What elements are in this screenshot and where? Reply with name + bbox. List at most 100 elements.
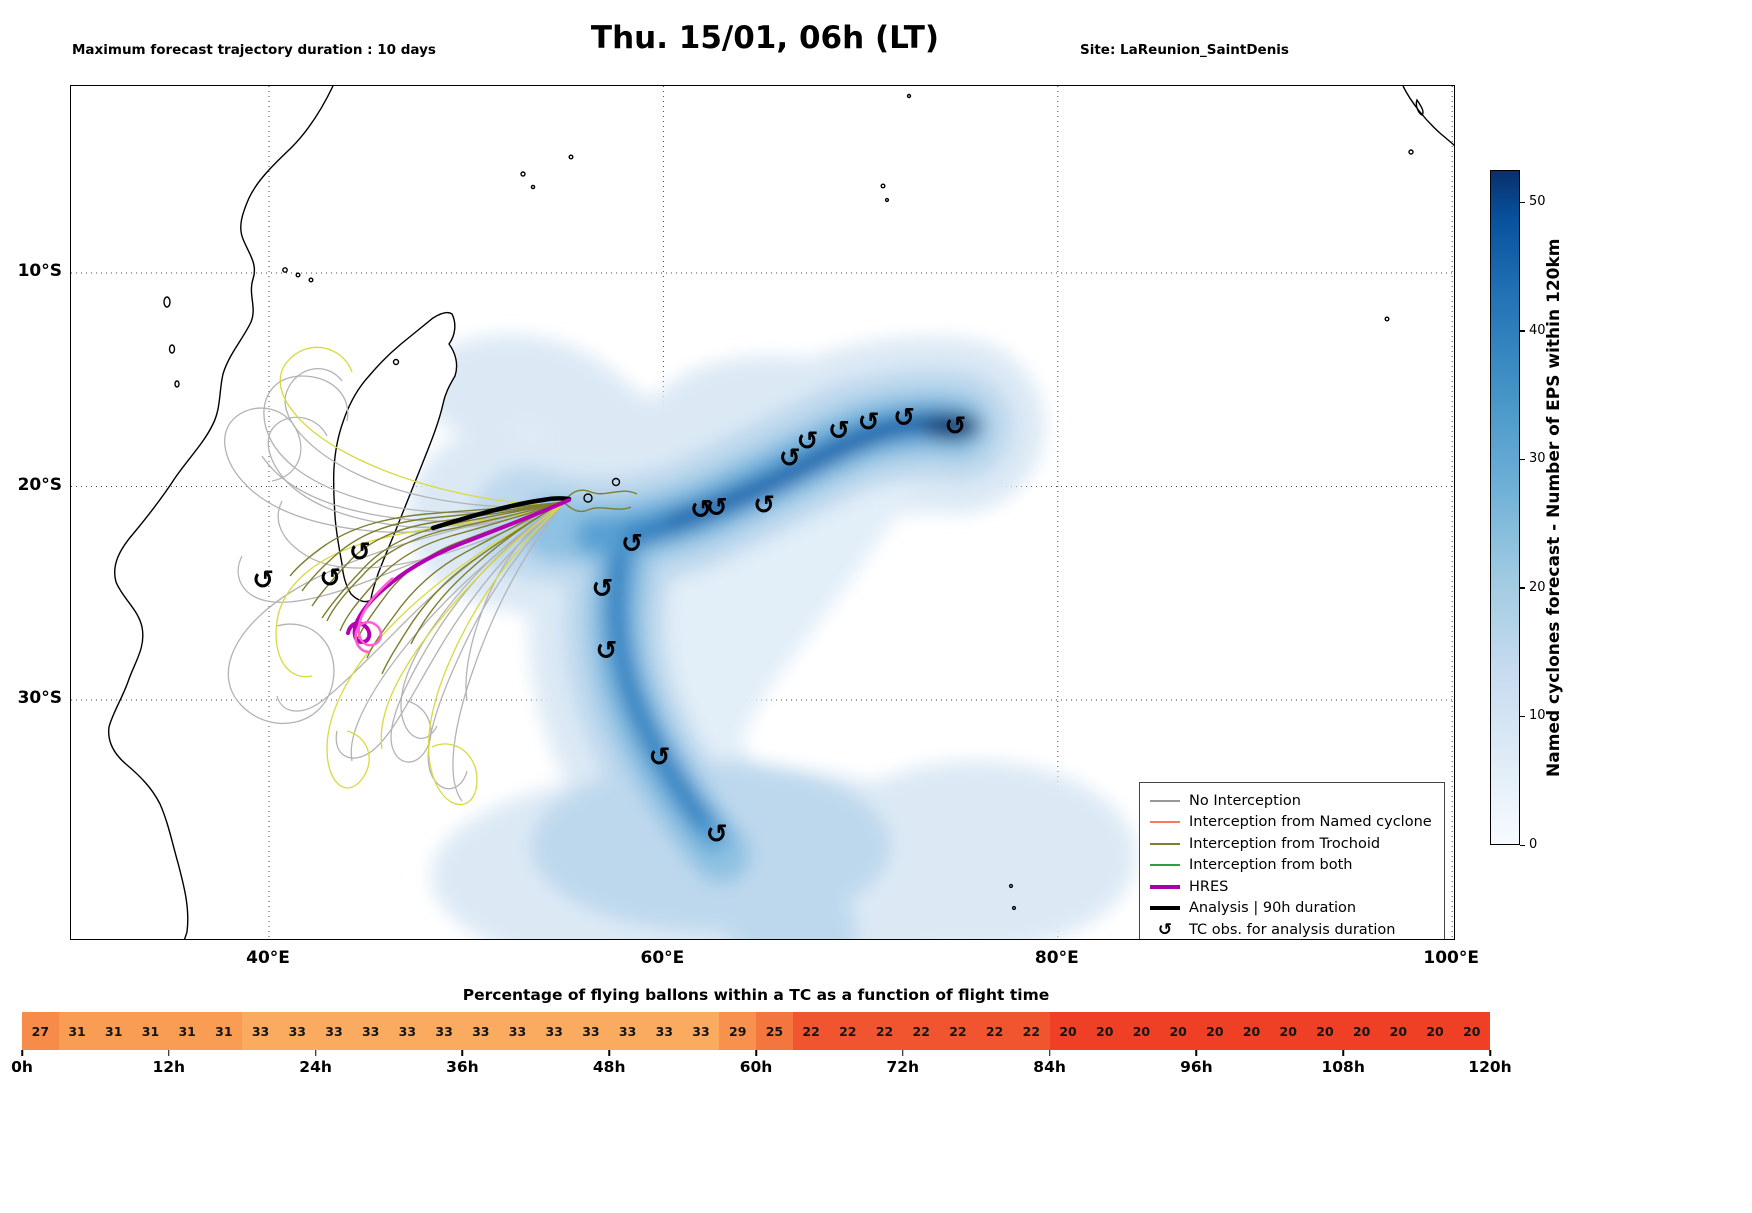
flight-bar-cell: 33 xyxy=(499,1012,536,1050)
flight-bar-cell: 22 xyxy=(1012,1012,1050,1050)
sumatra-offshore-island xyxy=(1415,98,1424,116)
flight-bar-cell: 20 xyxy=(1233,1012,1270,1050)
legend-line-sample xyxy=(1150,864,1180,867)
analysis-track-line xyxy=(430,496,572,531)
flight-bar-cell: 27 xyxy=(22,1012,59,1050)
tc-observation-marker: ↺ xyxy=(706,820,728,850)
legend-item: ↺ TC obs. for analysis duration xyxy=(1150,919,1434,940)
legend-line-sample xyxy=(1150,842,1180,845)
flight-bar-cell: 31 xyxy=(58,1012,96,1050)
comoros-island xyxy=(282,267,288,273)
tc-observation-marker: ↺ xyxy=(690,495,712,525)
legend-label: No Interception xyxy=(1189,792,1301,809)
flight-bar-cell: 33 xyxy=(572,1012,610,1050)
legend-label: Interception from Trochoid xyxy=(1189,835,1381,852)
seychelles-island xyxy=(520,171,526,177)
time-tick-mark xyxy=(1342,1050,1344,1056)
time-tick-label: 48h xyxy=(592,1058,626,1076)
site-text: Site: LaReunion_SaintDenis xyxy=(1080,42,1289,58)
colorbar-tick-mark xyxy=(1520,587,1525,589)
sumatra-coastline xyxy=(1402,86,1454,147)
legend-rows: No Interception Interception from Named c… xyxy=(1150,790,1434,940)
flight-bar-cell: 22 xyxy=(829,1012,867,1050)
legend-label: TC obs. for analysis duration xyxy=(1189,921,1396,938)
colorbar-tick-mark xyxy=(1520,330,1525,332)
time-tick-label: 24h xyxy=(299,1058,332,1076)
time-tick-mark xyxy=(1489,1050,1491,1056)
flight-bar-cell: 20 xyxy=(1269,1012,1307,1050)
legend-item: Interception from Named cyclone xyxy=(1150,812,1434,834)
colorbar-tick-label: 40 xyxy=(1529,322,1546,338)
tc-observation-marker: ↺ xyxy=(796,427,818,457)
max-duration-text: Maximum forecast trajectory duration : 1… xyxy=(72,42,436,58)
flight-bar-cell: 20 xyxy=(1123,1012,1160,1050)
flight-bar-cell: 31 xyxy=(168,1012,206,1050)
map-canvas: ↺↺↺↺↺↺↺↺↺↺↺↺↺↺↺↺↺ xyxy=(71,86,1454,939)
time-tick-label: 96h xyxy=(1180,1058,1213,1076)
flight-bar-cell: 31 xyxy=(205,1012,243,1050)
flight-bar-cell: 20 xyxy=(1306,1012,1344,1050)
flight-bar-cell: 33 xyxy=(278,1012,316,1050)
flight-bar-title: Percentage of flying ballons within a TC… xyxy=(462,986,1050,1004)
zanzibar-island xyxy=(163,296,171,308)
time-tick-mark xyxy=(902,1050,904,1056)
legend-line-sample xyxy=(1150,884,1180,889)
legend-label: Analysis | 90h duration xyxy=(1189,900,1357,917)
eps-density-heatmap xyxy=(408,334,1136,939)
tc-observation-marker: ↺ xyxy=(944,412,966,442)
chagos-island xyxy=(880,183,886,189)
map-plot-area: ↺ ↺ ↺ ↺ ↺ ↺ ↺ ↺ ↺ ↺ ↺ ↺ ↺ ↺ ↺ ↺ ↺ No Interception Interce… xyxy=(70,85,1455,940)
flight-bar-cell: 31 xyxy=(132,1012,169,1050)
time-tick-mark xyxy=(608,1050,610,1056)
grid-layer xyxy=(71,86,1454,939)
flight-percentage-bar: 27 31 31 31 31 31 33 33 33 33 33 33 33 33 33 33 33 33 33 29… xyxy=(22,1012,1491,1050)
flight-bar-cell: 25 xyxy=(756,1012,793,1050)
colorbar-tick-mark xyxy=(1520,201,1525,204)
lat-tick-label: 30°S xyxy=(17,688,62,708)
map-legend: No Interception Interception from Named c… xyxy=(1139,782,1445,940)
tc-observation-marker: ↺ xyxy=(858,407,880,437)
time-tick-label: 36h xyxy=(446,1058,479,1076)
flight-bar-cell: 33 xyxy=(315,1012,353,1050)
flight-bar-cell: 22 xyxy=(866,1012,903,1050)
flight-bar-cell: 33 xyxy=(425,1012,463,1050)
tc-observation-marker: ↺ xyxy=(893,403,915,433)
tc-symbol-icon: ↺ xyxy=(1157,919,1173,940)
time-tick-mark xyxy=(1048,1050,1051,1056)
small-island xyxy=(1408,149,1414,155)
tc-observation-marker: ↺ xyxy=(649,743,671,773)
comoros-island xyxy=(295,272,301,278)
time-tick-label: 108h xyxy=(1321,1058,1365,1076)
tc-observation-marker: ↺ xyxy=(319,563,341,593)
flight-bar-cell: 20 xyxy=(1196,1012,1234,1050)
coastlines xyxy=(108,86,1454,939)
flight-bar-cell: 20 xyxy=(1453,1012,1491,1050)
flight-bar-cell: 22 xyxy=(792,1012,830,1050)
time-tick-mark xyxy=(755,1050,757,1056)
time-tick-label: 84h xyxy=(1033,1058,1066,1076)
colorbar-tick-label: 50 xyxy=(1529,194,1546,210)
flight-time-axis: 0h 12h 24h 36h 48h 60h 72h 84h 96h 108h 120h xyxy=(11,1050,1512,1084)
flight-bar-cell: 20 xyxy=(1416,1012,1454,1050)
flight-bar-cell: 22 xyxy=(976,1012,1013,1050)
legend-item: HRES xyxy=(1150,876,1434,898)
colorbar-axis-label: Named cyclones forecast - Number of EPS … xyxy=(1544,238,1564,777)
flight-bar-cell: 31 xyxy=(95,1012,133,1050)
flight-bar-cell: 33 xyxy=(682,1012,720,1050)
colorbar-tick-label: 0 xyxy=(1529,837,1538,852)
time-tick-mark xyxy=(1195,1050,1198,1056)
small-island xyxy=(174,380,180,388)
comoros-island xyxy=(308,277,314,283)
flight-bar-cell: 20 xyxy=(1086,1012,1124,1050)
lon-tick-label: 60°E xyxy=(640,948,685,968)
nosy-be-island xyxy=(392,358,400,366)
colorbar-tick-label: 30 xyxy=(1529,451,1546,467)
flight-bar-cell: 22 xyxy=(939,1012,977,1050)
reunion-island xyxy=(583,493,593,503)
time-tick-label: 0h xyxy=(11,1058,33,1076)
seychelles-island xyxy=(568,154,574,160)
flight-bar-cell: 33 xyxy=(645,1012,683,1050)
seychelles-island xyxy=(530,184,536,190)
flight-bar-cell: 33 xyxy=(609,1012,646,1050)
